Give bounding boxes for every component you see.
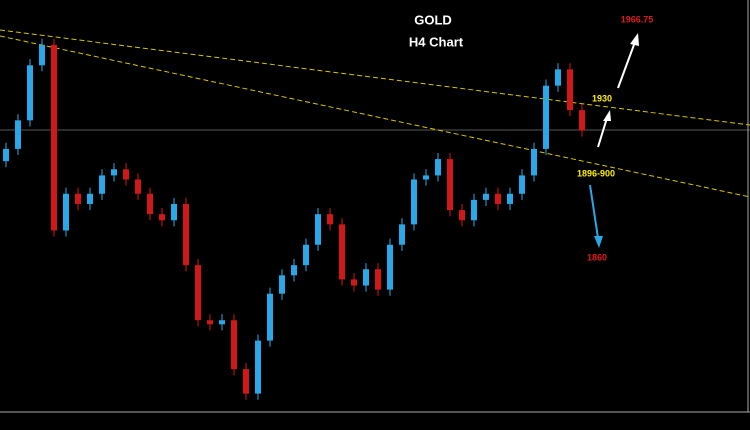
candle-body bbox=[279, 275, 285, 294]
arrow-head bbox=[594, 236, 603, 248]
candle-body bbox=[111, 169, 117, 176]
candle-body bbox=[411, 179, 417, 225]
candle-body bbox=[327, 214, 333, 225]
candle-body bbox=[219, 320, 225, 325]
candle-body bbox=[27, 65, 33, 121]
candle-body bbox=[135, 179, 141, 194]
arrow-head bbox=[603, 110, 611, 121]
candle-body bbox=[171, 203, 177, 221]
candle-body bbox=[255, 340, 261, 394]
trend-line bbox=[0, 29, 750, 126]
candle-body bbox=[363, 269, 369, 286]
candle-body bbox=[15, 120, 21, 149]
annotation: 1966.75 bbox=[621, 14, 654, 24]
annotation: 1896-900 bbox=[577, 168, 615, 178]
candles bbox=[3, 38, 585, 400]
candle-body bbox=[567, 69, 573, 111]
candle-body bbox=[555, 69, 561, 86]
candle-body bbox=[231, 320, 237, 370]
annotation: 1930 bbox=[592, 93, 612, 103]
candle-body bbox=[87, 193, 93, 204]
candle-body bbox=[39, 44, 45, 66]
candle-body bbox=[315, 214, 321, 245]
candle-body bbox=[531, 148, 537, 176]
candle-body bbox=[471, 199, 477, 221]
chart-subtitle: H4 Chart bbox=[409, 34, 464, 49]
candle-body bbox=[291, 265, 297, 276]
candle-body bbox=[423, 175, 429, 180]
candle-body bbox=[459, 210, 465, 221]
candle-body bbox=[75, 193, 81, 204]
candle-body bbox=[123, 169, 129, 180]
candle-body bbox=[387, 244, 393, 290]
candle-body bbox=[99, 175, 105, 194]
candle-body bbox=[207, 320, 213, 325]
candle-body bbox=[495, 193, 501, 204]
candle-body bbox=[51, 44, 57, 231]
candle-body bbox=[483, 193, 489, 200]
arrow-head bbox=[630, 33, 639, 46]
chart-title: GOLD bbox=[414, 12, 452, 27]
candle-body bbox=[543, 85, 549, 149]
candle-body bbox=[507, 193, 513, 204]
candle-body bbox=[303, 244, 309, 266]
candle-body bbox=[159, 214, 165, 221]
arrow bbox=[617, 41, 636, 89]
candle-body bbox=[519, 175, 525, 194]
candle-body bbox=[63, 193, 69, 231]
candle-body bbox=[351, 279, 357, 286]
candle-body bbox=[375, 269, 381, 290]
candle-body bbox=[243, 369, 249, 394]
candle-body bbox=[435, 159, 441, 176]
candle-body bbox=[3, 148, 9, 162]
annotation: 1860 bbox=[587, 252, 607, 262]
candle-body bbox=[447, 159, 453, 211]
candle-body bbox=[195, 265, 201, 321]
candle-body bbox=[339, 224, 345, 280]
arrow bbox=[589, 184, 599, 239]
candle-body bbox=[267, 293, 273, 341]
arrow bbox=[597, 117, 608, 148]
candle-body bbox=[147, 193, 153, 215]
candle-body bbox=[399, 224, 405, 245]
candle-body bbox=[183, 203, 189, 266]
candle-body bbox=[579, 110, 585, 131]
